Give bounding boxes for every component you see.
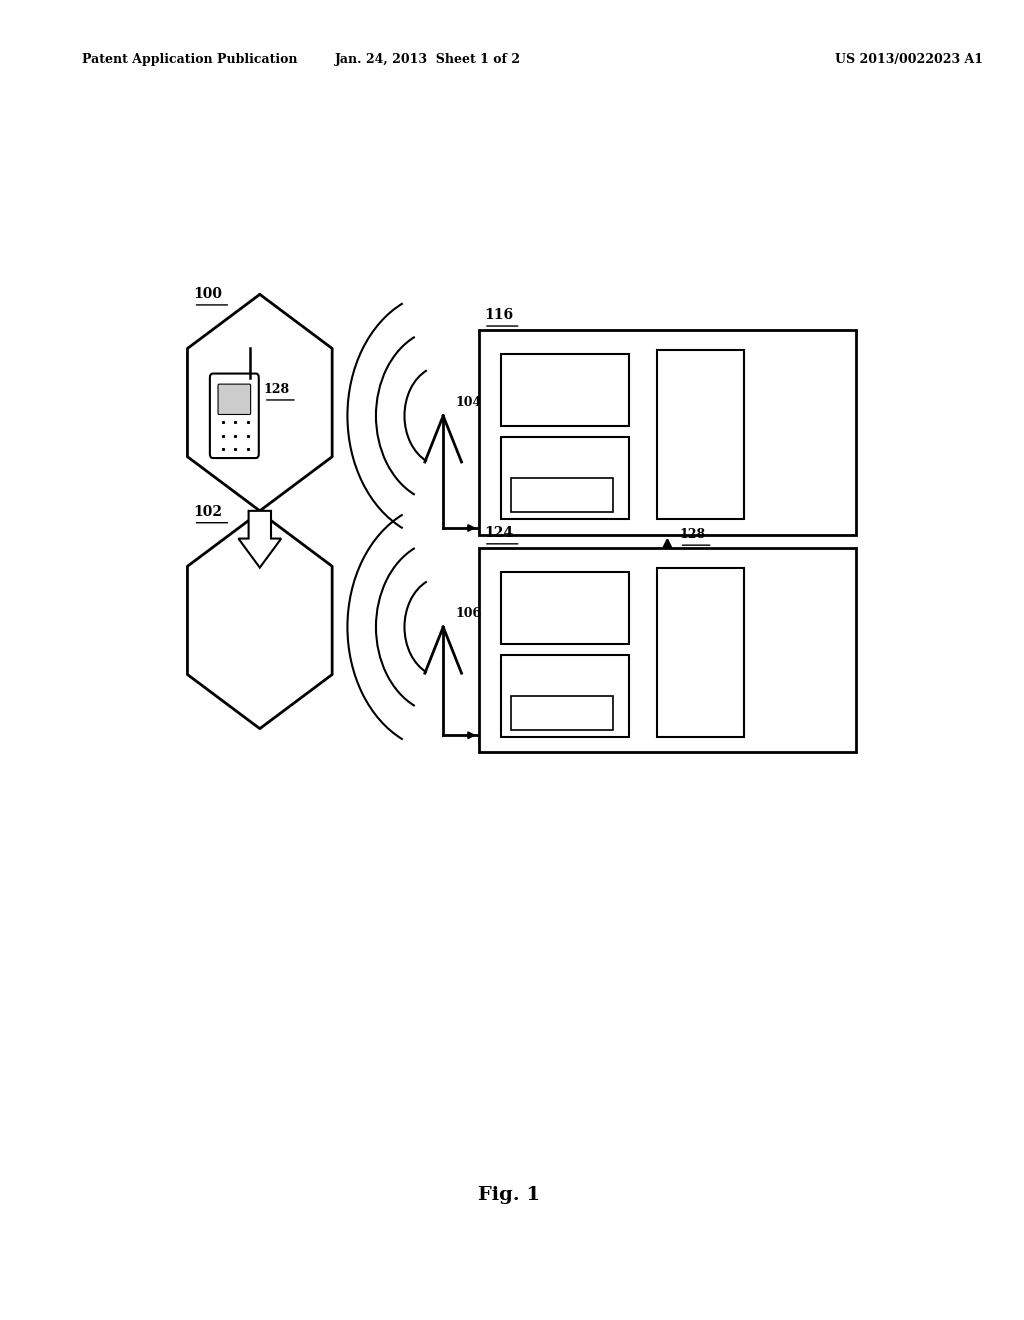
Text: 123: 123 [551, 708, 573, 718]
FancyBboxPatch shape [210, 374, 259, 458]
FancyBboxPatch shape [502, 354, 629, 426]
FancyBboxPatch shape [511, 478, 613, 512]
FancyBboxPatch shape [657, 568, 743, 737]
Text: Patent Application Publication: Patent Application Publication [82, 53, 297, 66]
Text: Jan. 24, 2013  Sheet 1 of 2: Jan. 24, 2013 Sheet 1 of 2 [335, 53, 521, 66]
Text: 118: 118 [687, 364, 714, 378]
Text: 100: 100 [194, 286, 222, 301]
Text: 120: 120 [552, 602, 579, 614]
Text: 106: 106 [456, 607, 481, 620]
Text: 112: 112 [552, 384, 579, 396]
FancyBboxPatch shape [511, 696, 613, 730]
FancyBboxPatch shape [479, 330, 856, 535]
Text: 128: 128 [680, 528, 706, 541]
FancyBboxPatch shape [218, 384, 251, 414]
FancyBboxPatch shape [657, 350, 743, 519]
Text: 104: 104 [456, 396, 481, 409]
Text: 114: 114 [552, 447, 579, 461]
FancyBboxPatch shape [502, 572, 629, 644]
Text: 116: 116 [484, 308, 513, 322]
Text: 128: 128 [264, 383, 290, 396]
Text: 115: 115 [551, 490, 573, 500]
FancyArrow shape [239, 511, 282, 568]
FancyBboxPatch shape [502, 655, 629, 737]
Text: US 2013/0022023 A1: US 2013/0022023 A1 [836, 53, 983, 66]
Text: 102: 102 [194, 504, 222, 519]
Text: 122: 122 [552, 665, 579, 678]
Text: 126: 126 [687, 582, 714, 595]
FancyBboxPatch shape [502, 437, 629, 519]
Text: 124: 124 [484, 525, 513, 540]
FancyBboxPatch shape [479, 548, 856, 752]
Text: Fig. 1: Fig. 1 [478, 1185, 541, 1204]
